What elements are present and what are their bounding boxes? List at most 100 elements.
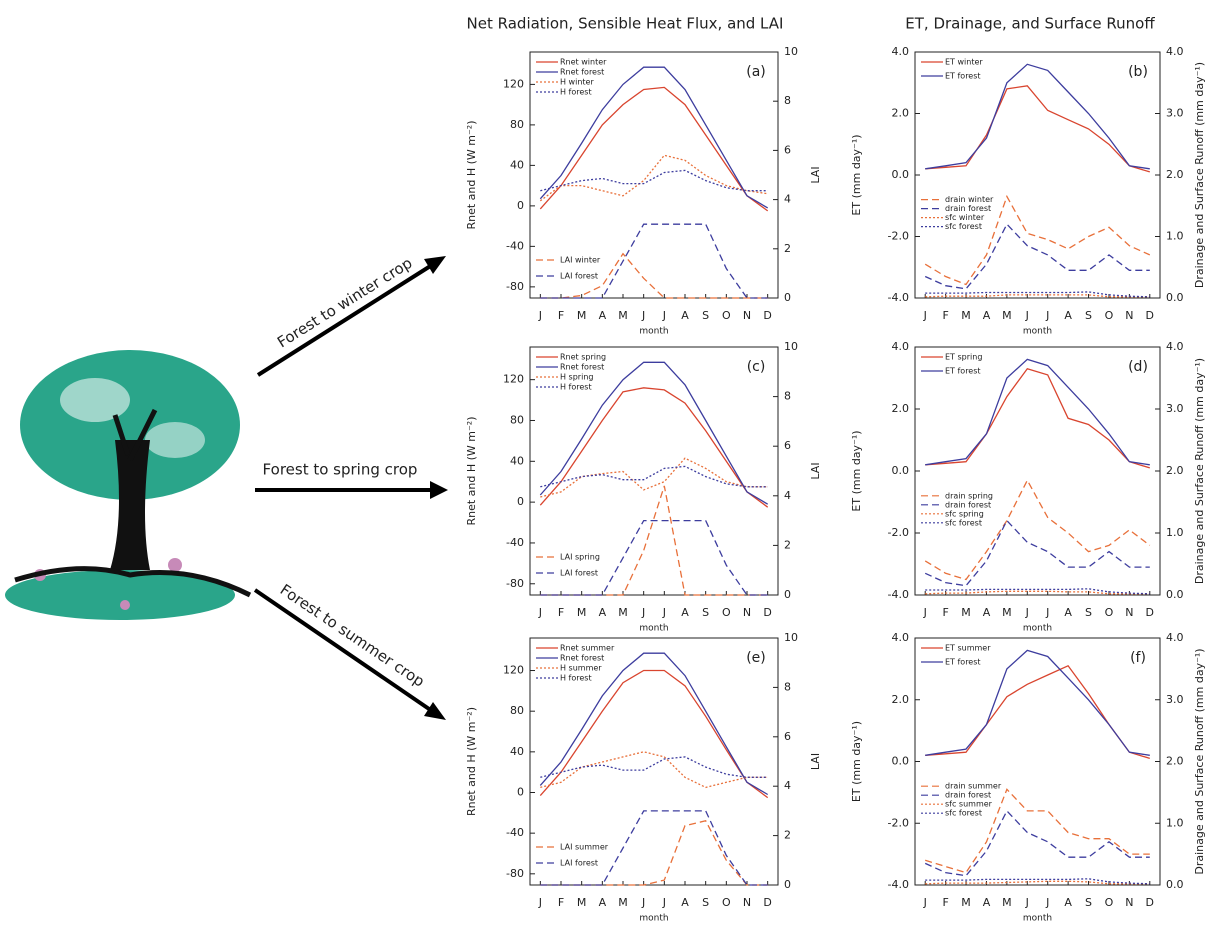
- x-tick-label: J: [923, 896, 927, 909]
- legend-label: Rnet forest: [560, 654, 604, 663]
- x-tick-label: J: [641, 896, 645, 909]
- y-axis-label: ET (mm day⁻¹): [850, 721, 863, 802]
- legend-label: Rnet forest: [560, 363, 604, 372]
- x-tick-label: M: [1002, 896, 1012, 909]
- legend-label: sfc forest: [945, 518, 982, 527]
- x-tick-label: M: [1002, 606, 1012, 619]
- legend-label: drain spring: [945, 491, 993, 500]
- y-tick-label: 0: [517, 786, 524, 799]
- y2-tick-label: 2.0: [1166, 755, 1184, 768]
- y2-tick-label: 3.0: [1166, 402, 1184, 415]
- y-tick-label: 0: [517, 199, 524, 212]
- y2-tick-label: 6: [784, 439, 791, 452]
- plot-frame: [914, 346, 1161, 596]
- x-tick-label: A: [1064, 896, 1072, 909]
- y-tick-label: -2.0: [888, 816, 909, 829]
- series-line: [539, 669, 769, 799]
- y2-tick-label: 10: [784, 340, 798, 353]
- x-tick-label: F: [558, 606, 564, 619]
- series-line: [924, 519, 1150, 587]
- legend-label: H winter: [560, 78, 594, 87]
- y-tick-label: 2.0: [892, 693, 910, 706]
- legend-label: Rnet spring: [560, 353, 606, 362]
- y-tick-label: -40: [506, 239, 524, 252]
- y2-tick-label: 4: [784, 193, 791, 206]
- legend-label: LAI spring: [560, 553, 600, 562]
- x-tick-label: N: [743, 309, 751, 322]
- y-tick-label: 40: [510, 745, 524, 758]
- y-tick-label: 0: [517, 495, 524, 508]
- y2-tick-label: 2: [784, 242, 791, 255]
- tree: [5, 350, 252, 620]
- x-tick-label: S: [702, 309, 709, 322]
- x-tick-label: J: [662, 606, 666, 619]
- x-axis-label: month: [1023, 327, 1052, 337]
- series-line: [540, 485, 768, 596]
- x-tick-label: M: [577, 606, 587, 619]
- x-tick-label: J: [662, 309, 666, 322]
- x-axis-label: month: [639, 624, 668, 634]
- legend-label: drain forest: [945, 791, 991, 800]
- x-tick-label: S: [702, 606, 709, 619]
- x-tick-label: J: [1025, 606, 1029, 619]
- x-tick-label: M: [618, 896, 628, 909]
- series-line: [540, 457, 768, 498]
- series-line: [924, 194, 1151, 286]
- legend-label: sfc forest: [945, 222, 982, 231]
- x-tick-label: A: [983, 309, 991, 322]
- x-tick-label: J: [641, 606, 645, 619]
- series-line: [540, 820, 768, 886]
- series-line: [925, 788, 1150, 874]
- legend-label: Rnet forest: [560, 68, 604, 77]
- y2-tick-label: 4.0: [1166, 340, 1184, 353]
- series-line: [540, 465, 768, 488]
- y2-tick-label: 1.0: [1166, 816, 1184, 829]
- x-tick-label: O: [722, 606, 731, 619]
- x-axis-label: month: [1023, 624, 1052, 634]
- x-tick-label: D: [1146, 896, 1154, 909]
- legend-label: ET forest: [945, 367, 981, 376]
- x-tick-label: D: [763, 896, 771, 909]
- y-axis-label: Rnet and H (W m⁻²): [465, 416, 478, 525]
- x-tick-label: F: [942, 896, 948, 909]
- x-tick-label: M: [961, 896, 971, 909]
- arrow-label: Forest to winter crop: [274, 254, 415, 352]
- legend-label: H forest: [560, 88, 592, 97]
- y-tick-label: 2.0: [892, 402, 910, 415]
- y-tick-label: 4.0: [892, 45, 910, 58]
- y2-tick-label: 0: [784, 588, 791, 601]
- x-tick-label: J: [1025, 896, 1029, 909]
- legend-label: Rnet winter: [560, 58, 607, 67]
- series-line: [540, 252, 768, 299]
- x-tick-label: J: [1045, 896, 1049, 909]
- y2-tick-label: 3.0: [1166, 107, 1184, 120]
- x-tick-label: A: [681, 606, 689, 619]
- x-tick-label: N: [743, 896, 751, 909]
- legend-label: Rnet summer: [560, 644, 615, 653]
- y2-tick-label: 8: [784, 390, 791, 403]
- y-tick-label: 40: [510, 454, 524, 467]
- series-line: [925, 63, 1150, 170]
- x-tick-label: J: [538, 896, 542, 909]
- legend-label: drain summer: [945, 782, 1002, 791]
- x-tick-label: J: [538, 309, 542, 322]
- y-tick-label: 40: [510, 158, 524, 171]
- series-line: [925, 649, 1150, 756]
- panel-label: (b): [1128, 64, 1148, 80]
- y-axis-label: Rnet and H (W m⁻²): [465, 707, 478, 816]
- y-tick-label: -80: [506, 867, 524, 880]
- x-tick-label: S: [1085, 606, 1092, 619]
- y2-tick-label: 3.0: [1166, 693, 1184, 706]
- series-line: [539, 652, 769, 796]
- legend-label: sfc winter: [945, 213, 985, 222]
- series-line: [925, 878, 1150, 885]
- y-axis-label: ET (mm day⁻¹): [850, 430, 863, 511]
- y-tick-label: -80: [506, 280, 524, 293]
- y-tick-label: -4.0: [888, 291, 909, 304]
- x-tick-label: J: [538, 606, 542, 619]
- x-tick-label: J: [923, 309, 927, 322]
- x-tick-label: S: [1085, 309, 1092, 322]
- y2-tick-label: 4.0: [1166, 45, 1184, 58]
- y-axis-label: Rnet and H (W m⁻²): [465, 120, 478, 229]
- y2-tick-label: 4: [784, 779, 791, 792]
